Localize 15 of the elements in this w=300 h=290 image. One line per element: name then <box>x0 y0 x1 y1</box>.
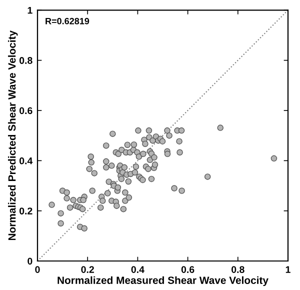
y-tick-label: 0.2 <box>20 208 32 214</box>
x-tick-label: 0.6 <box>181 266 194 273</box>
x-tick-label: 1 <box>286 266 290 273</box>
y-tick-label: 0 <box>28 258 32 265</box>
x-tick-label: 0 <box>35 266 40 273</box>
y-tick-label: 0.8 <box>20 57 32 64</box>
annotation: R=0.62819 <box>46 18 90 24</box>
y-tick-label: 0.4 <box>20 157 33 164</box>
x-tick-label: 0.4 <box>131 266 144 273</box>
y-tick-label: 0.6 <box>20 107 32 114</box>
x-tick-label: 0.2 <box>81 266 94 273</box>
y-axis-title: Normalized Predicted Shear Wave Velocity <box>8 30 18 240</box>
y-tick-label: 1 <box>28 6 32 14</box>
x-tick-label: 0.8 <box>232 266 244 273</box>
x-axis-title: Normalized Measured Shear Wave Velocity <box>58 276 268 286</box>
